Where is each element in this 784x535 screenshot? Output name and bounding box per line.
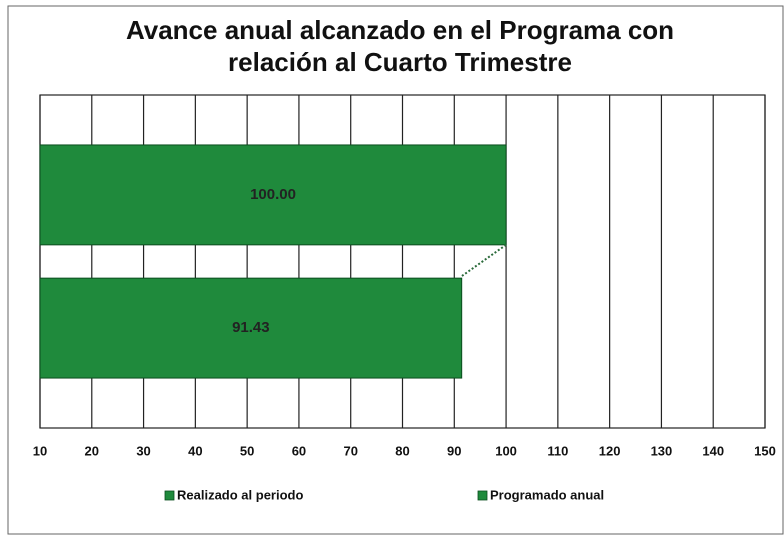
x-tick-label: 120 <box>599 443 621 458</box>
legend-swatch <box>164 490 175 501</box>
chart-frame <box>7 5 784 535</box>
bar <box>39 277 463 379</box>
connector-arrow <box>461 244 507 277</box>
data-label: 100.00 <box>250 186 296 203</box>
x-tick-label: 70 <box>343 443 357 458</box>
legend-swatch <box>477 490 488 501</box>
bar <box>39 144 507 246</box>
x-tick-label: 150 <box>754 443 776 458</box>
legend-label: Realizado al periodo <box>177 487 303 502</box>
x-tick-label: 60 <box>292 443 306 458</box>
x-tick-label: 50 <box>240 443 254 458</box>
x-tick-label: 30 <box>136 443 150 458</box>
data-label: 91.43 <box>232 319 270 336</box>
x-tick-label: 100 <box>495 443 517 458</box>
x-tick-label: 130 <box>651 443 673 458</box>
x-tick-label: 90 <box>447 443 461 458</box>
x-tick-label: 140 <box>702 443 724 458</box>
x-tick-label: 20 <box>85 443 99 458</box>
x-tick-label: 10 <box>33 443 47 458</box>
legend-label: Programado anual <box>490 487 604 502</box>
chart-title: Avance anual alcanzado en el Programa co… <box>125 15 675 77</box>
x-tick-label: 110 <box>547 443 568 458</box>
x-tick-label: 80 <box>395 443 409 458</box>
x-tick-label: 40 <box>188 443 202 458</box>
